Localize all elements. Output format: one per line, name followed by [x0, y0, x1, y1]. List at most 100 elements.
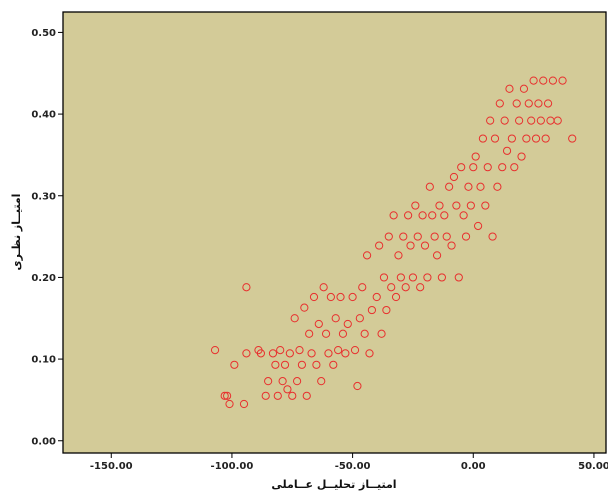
- data-point: [285, 349, 294, 358]
- data-point: [464, 182, 473, 191]
- data-point: [362, 251, 372, 260]
- data-point: [568, 134, 577, 143]
- y-tick-label: 0.10: [31, 355, 56, 366]
- data-point: [459, 211, 468, 220]
- data-point: [534, 99, 543, 108]
- data-point: [418, 211, 427, 220]
- data-point: [314, 319, 323, 329]
- data-point: [264, 377, 273, 386]
- data-point: [225, 399, 234, 409]
- data-point: [541, 134, 550, 143]
- data-point: [336, 292, 345, 302]
- data-point: [290, 314, 299, 323]
- data-point: [341, 349, 350, 358]
- data-point: [384, 232, 393, 241]
- y-axis-title: امتيــاز نظـرى: [10, 194, 23, 271]
- plot-area: [62, 11, 607, 454]
- data-point: [292, 377, 302, 386]
- y-axis: 0.00 0.10 0.20 0.30 0.40 0.50: [31, 28, 63, 447]
- data-point: [326, 292, 335, 302]
- data-point: [387, 283, 396, 292]
- data-point: [375, 241, 384, 250]
- data-point: [507, 134, 516, 143]
- data-point: [324, 349, 333, 358]
- data-point: [379, 273, 389, 282]
- data-point: [312, 360, 321, 369]
- data-point: [413, 232, 422, 241]
- x-axis: -150.00 -100.00 -50.00 0.00 50.00: [90, 453, 608, 472]
- y-tick-label: 0.20: [31, 273, 56, 284]
- data-point: [406, 241, 415, 250]
- data-point: [522, 134, 531, 143]
- y-tick-label: 0.40: [31, 110, 56, 121]
- data-point: [548, 76, 558, 85]
- data-point: [466, 201, 475, 210]
- data-point: [338, 329, 348, 338]
- data-point: [348, 292, 357, 302]
- data-point: [261, 391, 270, 400]
- data-point: [268, 349, 278, 358]
- data-point: [223, 391, 232, 400]
- data-point: [553, 116, 562, 125]
- data-point: [317, 377, 326, 386]
- y-tick-label: 0.30: [31, 191, 56, 202]
- data-point: [230, 360, 239, 369]
- data-point: [527, 116, 536, 125]
- data-point: [411, 201, 420, 210]
- data-point: [476, 182, 485, 191]
- data-point: [288, 391, 297, 400]
- data-point: [394, 251, 403, 260]
- data-point: [469, 163, 478, 172]
- data-point: [309, 292, 319, 302]
- data-point: [360, 329, 369, 338]
- data-point: [408, 273, 418, 282]
- data-point: [334, 346, 343, 355]
- data-point: [273, 391, 282, 400]
- data-point: [391, 292, 401, 302]
- data-point: [401, 283, 410, 292]
- data-point: [276, 346, 285, 355]
- data-point: [242, 283, 251, 292]
- y-tick-label: 0.50: [31, 28, 56, 39]
- data-point: [498, 163, 507, 172]
- data-point: [280, 360, 290, 369]
- data-point: [478, 134, 488, 143]
- data-point: [449, 172, 459, 182]
- data-point: [425, 182, 434, 191]
- data-point: [416, 283, 425, 292]
- data-point: [283, 385, 292, 394]
- data-point: [461, 232, 471, 241]
- data-point: [295, 346, 304, 355]
- data-point: [481, 201, 490, 210]
- data-point: [471, 152, 480, 161]
- data-point: [437, 273, 446, 282]
- data-point: [256, 349, 265, 358]
- data-point: [529, 76, 538, 85]
- data-point: [536, 116, 545, 125]
- data-point: [331, 314, 340, 323]
- data-point: [519, 84, 529, 93]
- data-point: [440, 211, 449, 220]
- data-point: [531, 134, 541, 143]
- data-point: [382, 305, 391, 315]
- x-tick-label: 0.00: [461, 461, 486, 472]
- data-point: [358, 283, 367, 292]
- data-point: [389, 211, 398, 220]
- data-point: [432, 251, 442, 260]
- x-tick-label: -150.00: [90, 461, 133, 472]
- data-point: [558, 76, 567, 85]
- data-point: [399, 232, 408, 241]
- data-point: [367, 305, 377, 315]
- data-point: [210, 346, 220, 355]
- data-point: [420, 241, 430, 250]
- data-point: [307, 349, 316, 358]
- data-point: [442, 232, 451, 241]
- data-point: [321, 329, 331, 338]
- data-point: [490, 134, 500, 143]
- data-point: [305, 329, 314, 338]
- data-points: [210, 76, 577, 409]
- data-point: [278, 377, 287, 386]
- data-point: [539, 76, 548, 85]
- data-point: [543, 99, 553, 108]
